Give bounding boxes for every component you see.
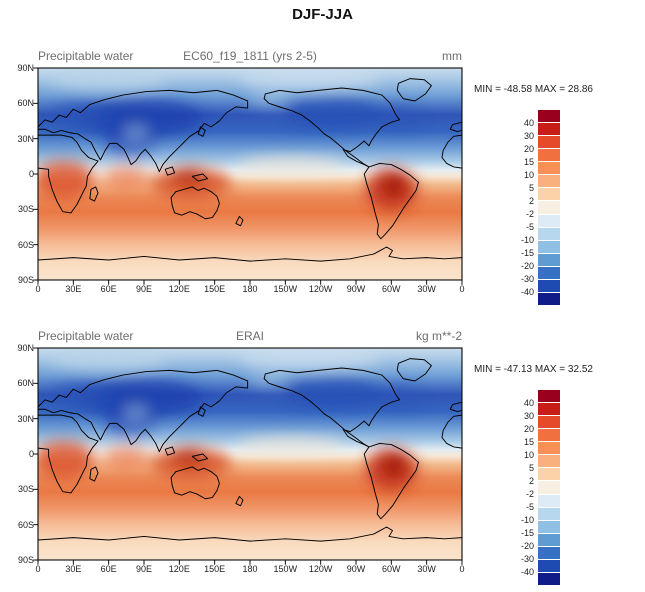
colorbar-cell	[538, 175, 560, 189]
colorbar	[538, 390, 560, 585]
panel-title: ERAI	[235, 329, 264, 343]
colorbar-cell	[538, 559, 560, 573]
world-map-svg	[38, 348, 462, 560]
colorbar-cell	[538, 507, 560, 521]
colorbar-cell	[538, 494, 560, 508]
colorbar	[538, 110, 560, 305]
colorbar-cell	[538, 136, 560, 150]
colorbar-labels: 40 30 20 15 10 5 2 -2 -5 -10 -15 -20 -30 -40	[520, 398, 534, 577]
colorbar-cell	[538, 546, 560, 560]
colorbar-cell	[538, 468, 560, 482]
colorbar-cell	[538, 279, 560, 293]
longitude-axis: 0 30E 60E 90E 120E 150E 180 150W 120W 90W 60W 30W 0	[35, 284, 465, 294]
colorbar-cell	[538, 240, 560, 254]
figure-title: DJF-JJA	[292, 6, 353, 23]
colorbar-cell	[538, 390, 560, 404]
colorbar-cell	[538, 533, 560, 547]
colorbar-cell	[538, 162, 560, 176]
colorbar-cell	[538, 110, 560, 124]
colorbar-cell	[538, 520, 560, 534]
colorbar-cell	[538, 429, 560, 443]
colorbar-cell	[538, 266, 560, 280]
min-max-stats: MIN = -48.58 MAX = 28.86	[474, 84, 593, 95]
colorbar-cell	[538, 123, 560, 137]
colorbar-cell	[538, 253, 560, 267]
colorbar-cell	[538, 455, 560, 469]
colorbar-cell	[538, 201, 560, 215]
latitude-axis: 90N 60N 30N 0 30S 60S 90S	[17, 343, 34, 565]
panel-units-label: kg m**-2	[415, 329, 462, 343]
colorbar-cell	[538, 149, 560, 163]
colorbar-cell	[538, 188, 560, 202]
colorbar-cell	[538, 403, 560, 417]
colorbar-cell	[538, 292, 560, 305]
panel-variable-label: Precipitable water	[38, 329, 134, 343]
panel-title: EC60_f19_1811 (yrs 2-5)	[183, 49, 317, 63]
panel-model: Precipitable water EC60_f19_1811 (yrs 2-…	[0, 44, 645, 312]
colorbar-cell	[538, 442, 560, 456]
panel-units-label: mm	[442, 49, 462, 63]
colorbar-cell	[538, 416, 560, 430]
longitude-axis: 0 30E 60E 90E 120E 150E 180 150W 120W 90W 60W 30W 0	[35, 564, 465, 574]
world-map-svg	[38, 68, 462, 280]
colorbar-cell	[538, 227, 560, 241]
panel-reanalysis: Precipitable water ERAI kg m**-2 90N 60N 3…	[0, 324, 645, 592]
min-max-stats: MIN = -47.13 MAX = 32.52	[474, 364, 593, 375]
panel-variable-label: Precipitable water	[38, 49, 134, 63]
colorbar-cell	[538, 214, 560, 228]
colorbar-labels: 40 30 20 15 10 5 2 -2 -5 -10 -15 -20 -30 -40	[520, 118, 534, 297]
world-map	[38, 348, 462, 560]
colorbar-cell	[538, 481, 560, 495]
colorbar-cell	[538, 572, 560, 585]
latitude-axis: 90N 60N 30N 0 30S 60S 90S	[17, 63, 34, 285]
world-map	[38, 68, 462, 280]
